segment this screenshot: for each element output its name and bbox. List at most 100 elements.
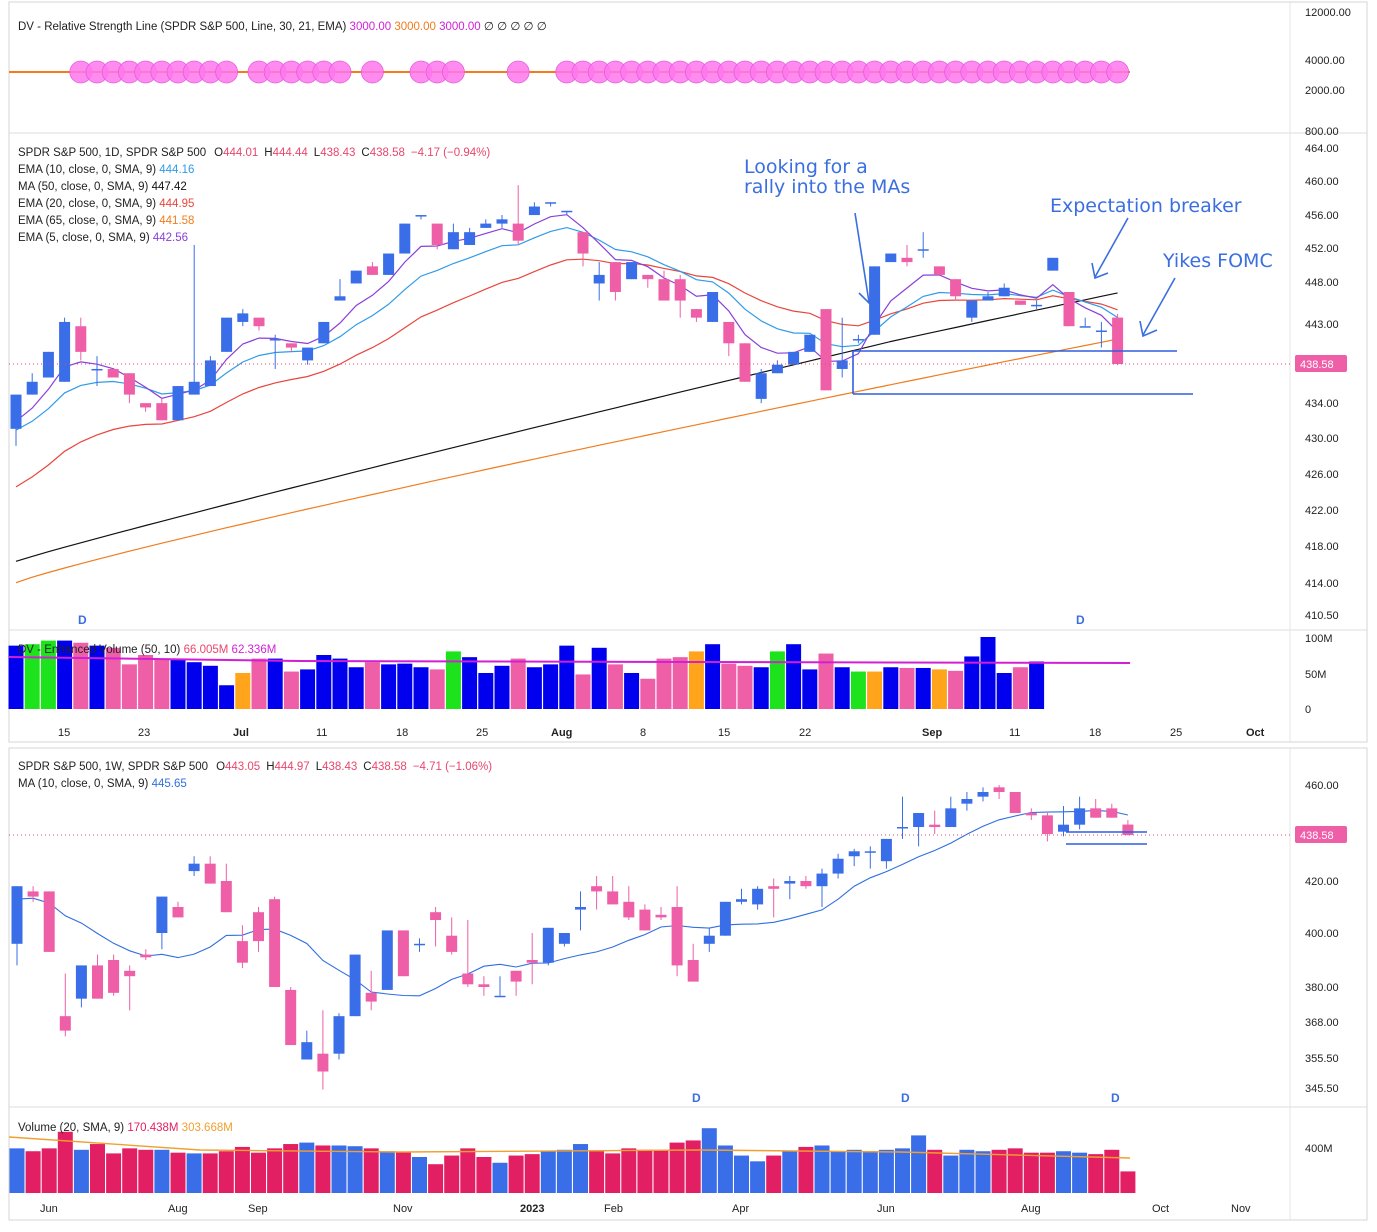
weekly-volume-bar bbox=[444, 1155, 460, 1193]
weekly-volume-bar bbox=[73, 1149, 89, 1193]
indicator-value: 444.16 bbox=[159, 164, 194, 176]
dvol-legend: DV - Enhanced Volume (50, 10) 66.005M 62… bbox=[18, 644, 276, 656]
volume-bar bbox=[494, 665, 510, 709]
daily-candles-layer bbox=[10, 185, 1124, 584]
volume-bar bbox=[559, 645, 575, 709]
time-label: 18 bbox=[396, 727, 408, 739]
weekly-candle-body bbox=[977, 792, 989, 797]
candle-body bbox=[91, 368, 103, 371]
volume-bar bbox=[769, 651, 785, 709]
weekly-volume-bar bbox=[90, 1144, 105, 1193]
weekly-volume-bar bbox=[460, 1148, 476, 1193]
weekly-volume-bar bbox=[750, 1161, 766, 1193]
ema20-line bbox=[15, 258, 1118, 488]
volume-bar bbox=[1029, 661, 1045, 709]
daily-low: 438.43 bbox=[320, 147, 355, 159]
weekly-time-axis: Jun Aug Sep Nov 2023 Feb Apr Jun Aug Oct… bbox=[40, 1203, 1251, 1215]
weekly-volume-ma-line bbox=[8, 1136, 1131, 1159]
weekly-candle-body bbox=[526, 960, 538, 963]
volume-bar bbox=[607, 664, 623, 709]
dvol-value-2: 62.336M bbox=[232, 644, 277, 656]
time-label: Sep bbox=[922, 727, 942, 739]
time-label: 11 bbox=[1009, 727, 1020, 739]
rs-axis-label: 800.00 bbox=[1305, 126, 1339, 138]
volume-bar bbox=[510, 658, 526, 709]
volume-bar bbox=[381, 664, 397, 709]
weekly-candle-body bbox=[27, 891, 39, 897]
volume-bar bbox=[786, 644, 802, 709]
indicator-value: 442.56 bbox=[153, 232, 188, 244]
annotation-yikes-fomc: Yikes FOMC bbox=[1162, 250, 1273, 272]
volume-bar bbox=[235, 673, 251, 709]
rs-legend-value-1: 3000.00 bbox=[350, 21, 392, 33]
svg-text:DV - Relative Strength Line (S: DV - Relative Strength Line (SPDR S&P 50… bbox=[18, 21, 547, 33]
svg-text:EMA (10, close, 0, SMA, 9) 444: EMA (10, close, 0, SMA, 9) 444.16 bbox=[18, 164, 194, 176]
weekly-candle-body bbox=[687, 960, 699, 982]
volume-bar bbox=[996, 673, 1012, 709]
volume-bar bbox=[640, 678, 656, 709]
candle-body bbox=[237, 313, 249, 322]
candle-body bbox=[609, 262, 621, 293]
weekly-volume-bar bbox=[846, 1149, 862, 1193]
weekly-price-badge bbox=[1295, 826, 1347, 843]
candle-body bbox=[221, 317, 233, 352]
svg-text:Volume (20, SMA, 9) 170.438M 3: Volume (20, SMA, 9) 170.438M 303.668M bbox=[18, 1122, 233, 1134]
weekly-candle-body bbox=[558, 933, 570, 944]
volume-bar bbox=[413, 667, 429, 709]
daily-axis-label: 452.00 bbox=[1305, 243, 1339, 255]
weekly-price-axis: 460.00 420.00 400.00 380.00 368.00 355.5… bbox=[1305, 780, 1339, 1095]
dvol-axis-label: 100M bbox=[1305, 633, 1333, 645]
volume-bar bbox=[478, 673, 494, 709]
candle-body bbox=[447, 232, 459, 250]
weekly-candle-body bbox=[1106, 808, 1118, 818]
daily-axis-label: 418.00 bbox=[1305, 541, 1339, 553]
volume-bar bbox=[105, 647, 121, 709]
weekly-ma-label: MA (10, close, 0, SMA, 9) bbox=[18, 778, 149, 790]
candle-body bbox=[626, 262, 638, 280]
weekly-volume-bar bbox=[218, 1151, 234, 1193]
weekly-volume-bar bbox=[524, 1154, 540, 1193]
weekly-volume-bar bbox=[798, 1146, 814, 1193]
annotation-arrow-breaker bbox=[1094, 217, 1129, 278]
weekly-candle-body bbox=[59, 1016, 71, 1031]
rs-axis-label: 4000.00 bbox=[1305, 55, 1345, 67]
weekly-volume-bar bbox=[782, 1151, 798, 1193]
weekly-candle-body bbox=[607, 891, 619, 905]
dvol-label: DV - Enhanced Volume (50, 10) bbox=[18, 644, 181, 656]
daily-close: 438.58 bbox=[370, 147, 405, 159]
candle-body bbox=[982, 296, 994, 301]
weekly-candle-body bbox=[92, 965, 103, 999]
daily-price-axis: 464.00 460.00 456.00 452.00 448.00 443.0… bbox=[1305, 143, 1339, 622]
daily-axis-label: 464.00 bbox=[1305, 143, 1339, 155]
volume-bar bbox=[429, 669, 445, 709]
weekly-volume-bar bbox=[428, 1164, 444, 1193]
volume-bar bbox=[867, 671, 883, 709]
weekly-candle-body bbox=[285, 989, 297, 1046]
volume-bar bbox=[202, 665, 218, 709]
volume-bar bbox=[267, 658, 283, 709]
weekly-volume-bar bbox=[540, 1151, 556, 1193]
volume-ma-line bbox=[8, 656, 1131, 664]
weekly-h-label: H bbox=[266, 761, 274, 773]
weekly-low: 438.43 bbox=[322, 761, 357, 773]
weekly-volume-bar bbox=[975, 1151, 991, 1193]
weekly-candle-body bbox=[381, 930, 393, 990]
weekly-candle-body bbox=[880, 838, 892, 862]
weekly-volume-bar bbox=[621, 1148, 637, 1193]
weekly-high: 444.97 bbox=[275, 761, 310, 773]
volume-bar bbox=[737, 665, 753, 709]
volume-bar bbox=[980, 637, 996, 709]
daily-price-badge-text: 438.58 bbox=[1300, 359, 1334, 371]
weekly-candle-body bbox=[784, 881, 796, 884]
volume-bar bbox=[1012, 667, 1028, 709]
weekly-l-label: L bbox=[316, 761, 323, 773]
weekly-volume-bar bbox=[379, 1151, 395, 1193]
d-marker: D bbox=[78, 613, 87, 627]
weekly-volume-bar bbox=[943, 1155, 959, 1193]
dvol-value-1: 66.005M bbox=[184, 644, 229, 656]
volume-bar bbox=[915, 667, 931, 709]
weekly-volume-bar bbox=[9, 1148, 25, 1193]
annotation-expectation-breaker: Expectation breaker bbox=[1050, 195, 1242, 217]
weekly-chart-frame bbox=[8, 747, 1368, 1221]
volume-bar bbox=[348, 667, 364, 709]
